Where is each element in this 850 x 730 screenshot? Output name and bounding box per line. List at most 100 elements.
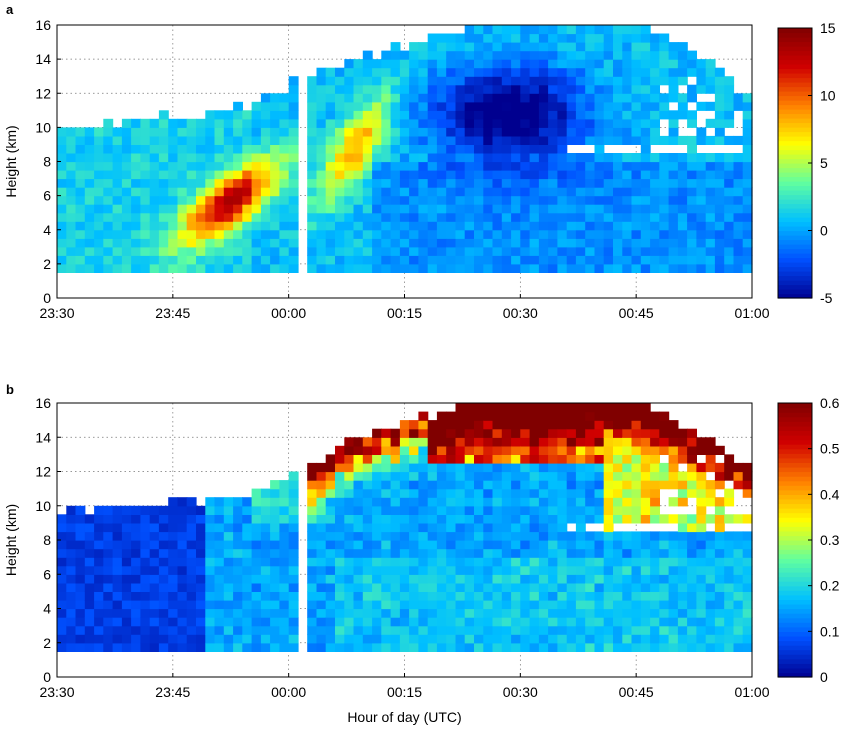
colorbar-tick-label: -5: [820, 290, 833, 306]
y-tick-label: 0: [43, 669, 51, 685]
colorbar-segment: [778, 471, 812, 477]
heatmap-cell: [335, 505, 345, 515]
heatmap-cell: [492, 25, 503, 35]
heatmap-cell: [548, 204, 558, 214]
heatmap-cell: [742, 101, 753, 111]
heatmap-cell: [455, 84, 466, 94]
heatmap-cell: [742, 471, 753, 481]
heatmap-cell: [335, 565, 345, 575]
heatmap-cell: [288, 480, 299, 490]
heatmap-cell: [409, 540, 419, 550]
heatmap-cell: [214, 497, 225, 507]
heatmap-cell: [474, 144, 484, 154]
heatmap-cell: [288, 238, 299, 248]
heatmap-cell: [427, 144, 438, 154]
heatmap-cell: [307, 582, 318, 592]
heatmap-cell: [714, 178, 725, 188]
heatmap-cell: [687, 255, 697, 265]
heatmap-cell: [288, 574, 299, 584]
heatmap-cell: [483, 428, 494, 438]
heatmap-cell: [640, 118, 651, 128]
heatmap-cell: [538, 565, 549, 575]
heatmap-cell: [223, 127, 234, 137]
heatmap-cell: [483, 221, 494, 231]
heatmap-cell: [705, 514, 716, 524]
heatmap-cell: [390, 599, 401, 610]
heatmap-cell: [325, 574, 336, 584]
heatmap-cell: [409, 246, 419, 256]
heatmap-cell: [511, 480, 521, 490]
heatmap-cell: [168, 229, 179, 239]
colorbar-segment: [778, 239, 812, 245]
heatmap-cell: [353, 135, 364, 145]
heatmap-cell: [353, 59, 364, 69]
heatmap-cell: [233, 101, 243, 111]
heatmap-cell: [538, 497, 549, 507]
heatmap-cell: [613, 161, 623, 171]
heatmap-cell: [353, 642, 364, 652]
heatmap-cell: [372, 548, 382, 558]
heatmap-cell: [418, 255, 429, 265]
heatmap-cell: [640, 127, 651, 137]
heatmap-cell: [575, 161, 586, 171]
heatmap-cell: [742, 514, 753, 524]
heatmap-cell: [131, 599, 141, 610]
heatmap-cell: [94, 557, 104, 567]
heatmap-cell: [186, 127, 197, 137]
heatmap-cell: [640, 144, 651, 154]
heatmap-cell: [511, 25, 521, 35]
heatmap-cell: [511, 411, 521, 421]
heatmap-cell: [353, 625, 364, 635]
heatmap-cell: [724, 255, 735, 265]
heatmap-cell: [353, 67, 364, 77]
heatmap-cell: [57, 617, 67, 627]
heatmap-cell: [622, 153, 633, 163]
heatmap-cell: [603, 582, 614, 592]
heatmap-cell: [455, 263, 466, 273]
heatmap-cell: [529, 411, 540, 421]
heatmap-cell: [353, 565, 364, 575]
heatmap-cell: [168, 161, 179, 171]
heatmap-cell: [335, 127, 345, 137]
heatmap-cell: [622, 195, 633, 205]
y-axis-label: Height (km): [3, 504, 19, 576]
heatmap-cell: [622, 557, 633, 567]
heatmap-cell: [242, 557, 253, 567]
heatmap-cell: [696, 634, 707, 644]
heatmap-cell: [168, 565, 179, 575]
heatmap-cell: [529, 540, 540, 550]
heatmap-cell: [585, 33, 596, 43]
heatmap-cell: [288, 76, 299, 86]
heatmap-cell: [344, 212, 355, 222]
heatmap-cell: [557, 76, 568, 86]
heatmap-cell: [724, 178, 735, 188]
heatmap-cell: [483, 33, 494, 43]
heatmap-cell: [75, 634, 86, 644]
heatmap-cell: [474, 127, 484, 137]
heatmap-cell: [186, 204, 197, 214]
heatmap-cell: [112, 238, 123, 248]
heatmap-cell: [158, 127, 169, 137]
heatmap-cell: [288, 642, 299, 652]
heatmap-cell: [436, 437, 447, 447]
heatmap-cell: [464, 411, 475, 421]
heatmap-cell: [288, 531, 299, 541]
heatmap-cell: [131, 514, 141, 524]
heatmap-cell: [131, 634, 141, 644]
heatmap-cell: [307, 480, 318, 490]
heatmap-cell: [214, 161, 225, 171]
heatmap-cell: [455, 411, 466, 421]
heatmap-cell: [399, 135, 410, 145]
heatmap-cell: [279, 229, 290, 239]
heatmap-cell: [353, 178, 364, 188]
heatmap-cell: [640, 617, 651, 627]
heatmap-cell: [742, 93, 753, 103]
heatmap-cell: [196, 229, 206, 239]
heatmap-cell: [557, 634, 568, 644]
colorbar-segment: [778, 626, 812, 632]
heatmap-cell: [492, 411, 503, 421]
heatmap-cell: [622, 25, 633, 35]
heatmap-cell: [381, 50, 392, 60]
heatmap-cell: [538, 153, 549, 163]
heatmap-cell: [372, 471, 382, 481]
